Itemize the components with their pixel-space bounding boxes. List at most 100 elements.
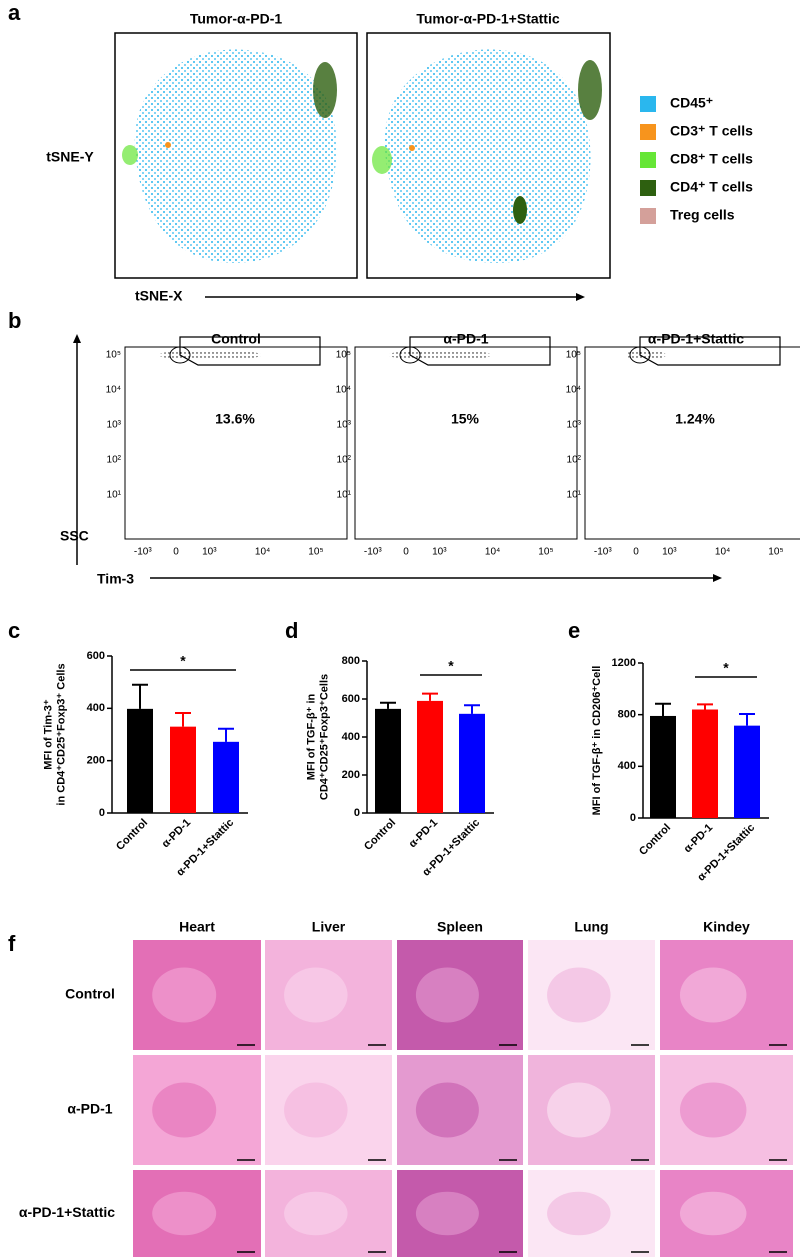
legend-label: CD45⁺ xyxy=(670,95,713,111)
y-tick-label: 10³ xyxy=(337,420,352,431)
arrow-head xyxy=(576,293,585,301)
bar xyxy=(213,741,239,813)
y-tick-label: 10⁵ xyxy=(106,350,121,361)
axis-label: SSC xyxy=(60,528,89,544)
y-tick-label: 10¹ xyxy=(337,490,352,501)
panel-label: d xyxy=(285,618,298,643)
flow-frame xyxy=(584,346,800,540)
y-tick-label: 600 xyxy=(87,650,105,662)
y-tick-label: 10² xyxy=(337,455,352,466)
column-label: Spleen xyxy=(437,919,483,935)
x-tick-label: α-PD-1 xyxy=(160,817,194,851)
gate xyxy=(409,336,551,366)
row-label: Control xyxy=(65,986,115,1002)
x-tick-label: 0 xyxy=(173,547,179,558)
tsne-frame xyxy=(114,32,358,279)
tissue-texture xyxy=(679,967,747,1023)
plot-title: Tumor-α-PD-1+Stattic xyxy=(416,11,560,27)
y-tick-label: 10⁴ xyxy=(106,385,121,396)
y-axis-label: MFI of TGF-β⁺ in CD206⁺Cell xyxy=(591,666,603,816)
y-axis-label: CD4⁺CD25⁺Foxp3⁺Cells xyxy=(318,674,330,800)
legend-label: Treg cells xyxy=(670,207,735,223)
bar xyxy=(127,708,153,813)
flow-cluster xyxy=(158,350,262,360)
tissue-texture xyxy=(415,967,479,1023)
panel-label: a xyxy=(8,0,21,25)
x-tick-label: 10⁵ xyxy=(538,547,553,558)
tissue-texture xyxy=(152,967,217,1023)
column-label: Lung xyxy=(574,919,608,935)
x-tick-label: 0 xyxy=(633,547,639,558)
gate xyxy=(179,336,321,366)
bar xyxy=(692,709,718,818)
tsne-frame xyxy=(366,32,611,279)
panel-label: e xyxy=(568,618,580,643)
bar xyxy=(734,725,760,818)
x-tick-label: 10³ xyxy=(202,547,217,558)
tissue-texture xyxy=(415,1191,479,1236)
error-bar xyxy=(655,702,671,716)
x-tick-label: Control xyxy=(637,822,673,858)
panel-label: c xyxy=(8,618,20,643)
x-tick-label: 10⁵ xyxy=(768,547,783,558)
gate xyxy=(639,336,781,366)
panel-label: b xyxy=(8,308,21,333)
significance-label: * xyxy=(180,653,186,669)
tissue-texture xyxy=(284,1191,348,1236)
row-label: α-PD-1+Stattic xyxy=(19,1204,115,1220)
tissue-texture xyxy=(284,967,348,1023)
arrow-head xyxy=(713,574,722,582)
y-tick-label: 10² xyxy=(567,455,582,466)
y-tick-label: 200 xyxy=(87,755,105,767)
axis-label: tSNE-X xyxy=(135,288,183,304)
x-tick-label: 10³ xyxy=(662,547,677,558)
y-tick-label: 400 xyxy=(618,760,636,772)
y-tick-label: 1200 xyxy=(612,657,636,669)
significance-label: * xyxy=(723,660,729,676)
x-tick-label: 10³ xyxy=(432,547,447,558)
flow-frame xyxy=(124,346,348,540)
tissue-texture xyxy=(679,1191,747,1236)
flow-cluster xyxy=(388,350,492,360)
y-tick-label: 10¹ xyxy=(567,490,582,501)
error-bar xyxy=(132,683,148,709)
column-label: Heart xyxy=(179,919,215,935)
row-label: α-PD-1 xyxy=(67,1101,112,1117)
error-bar xyxy=(175,712,191,727)
bar xyxy=(459,713,485,813)
gate-percent: 13.6% xyxy=(215,411,255,427)
tissue-texture xyxy=(284,1082,348,1138)
gate-percent: 15% xyxy=(451,411,480,427)
column-label: Liver xyxy=(312,919,346,935)
error-bar xyxy=(218,727,234,742)
y-tick-label: 0 xyxy=(99,807,105,819)
x-tick-label: α-PD-1 xyxy=(682,822,716,856)
legend-label: CD3⁺ T cells xyxy=(670,123,753,139)
flow-cluster xyxy=(626,350,666,360)
error-bar xyxy=(697,703,713,710)
axis-label: Tim-3 xyxy=(97,571,134,587)
tissue-texture xyxy=(547,1191,611,1236)
y-tick-label: 10¹ xyxy=(107,490,122,501)
bar xyxy=(170,726,196,813)
y-tick-label: 0 xyxy=(630,812,636,824)
y-tick-label: 800 xyxy=(342,655,360,667)
bar xyxy=(417,700,443,813)
plot-title: α-PD-1+Stattic xyxy=(648,331,744,347)
bar xyxy=(375,708,401,813)
plot-title: Tumor-α-PD-1 xyxy=(190,11,283,27)
error-bar xyxy=(380,701,396,709)
tissue-texture xyxy=(547,967,611,1023)
panel-label: f xyxy=(8,931,16,956)
x-tick-label: 10⁴ xyxy=(715,547,730,558)
y-tick-label: 10³ xyxy=(567,420,582,431)
tissue-texture xyxy=(152,1082,217,1138)
legend-swatch xyxy=(640,124,656,140)
tissue-texture xyxy=(415,1082,479,1138)
column-label: Kindey xyxy=(703,919,750,935)
x-tick-label: 10⁴ xyxy=(485,547,500,558)
plot-title: α-PD-1 xyxy=(443,331,488,347)
y-tick-label: 600 xyxy=(342,693,360,705)
y-tick-label: 10² xyxy=(107,455,122,466)
